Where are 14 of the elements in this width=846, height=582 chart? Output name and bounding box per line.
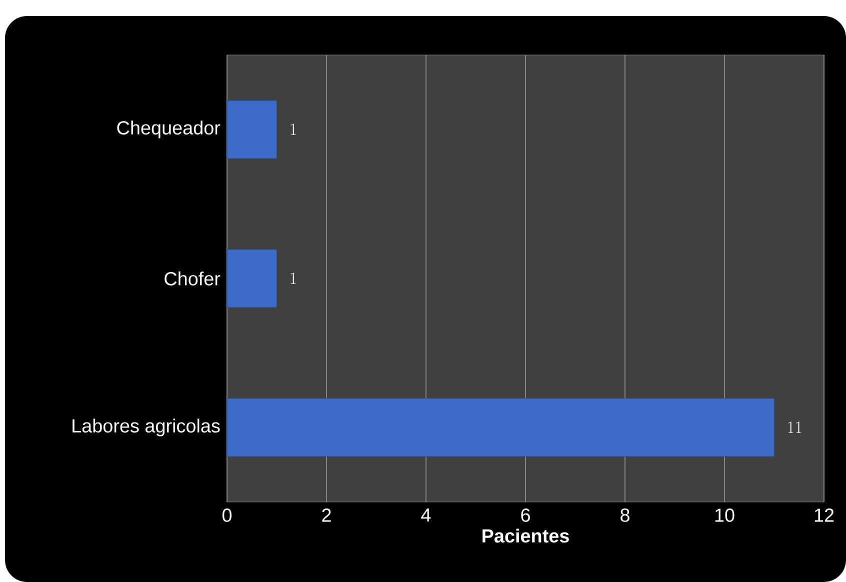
y-tick-label: Labores agricolas	[72, 418, 220, 436]
y-tick-label: Chofer	[164, 272, 220, 286]
x-axis-title: Pacientes	[482, 528, 569, 543]
x-tick-label: 12	[814, 508, 834, 522]
data-label: 1	[290, 124, 296, 136]
data-label: 11	[788, 422, 802, 434]
y-tick-label: Chequeador	[117, 120, 220, 138]
data-label: 1	[290, 272, 296, 284]
x-tick-label: 0	[222, 508, 232, 522]
x-tick-label: 4	[421, 508, 431, 522]
x-tick-label: 8	[620, 508, 630, 522]
x-tick-label: 2	[322, 508, 331, 522]
x-tick-label: 6	[521, 508, 530, 522]
x-tick-label: 10	[715, 508, 734, 522]
